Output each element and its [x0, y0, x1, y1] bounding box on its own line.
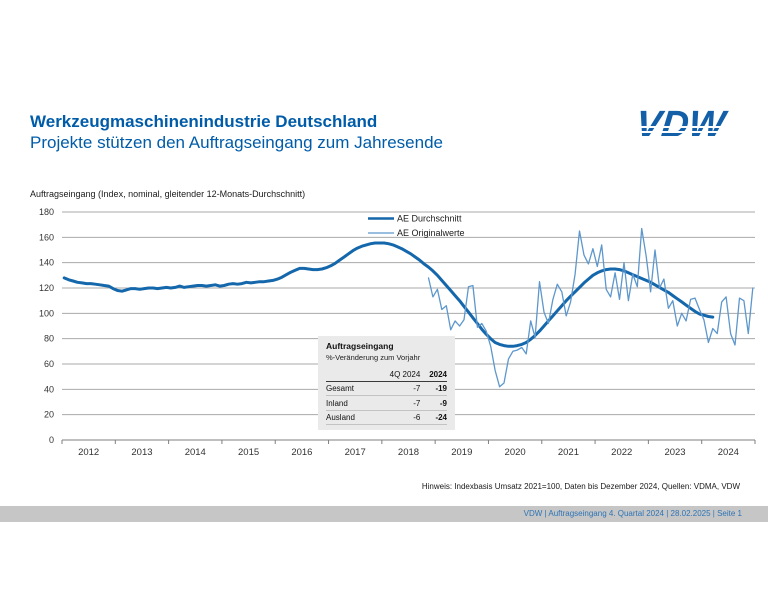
y-axis-label: 160	[39, 232, 54, 242]
y-axis-label: 60	[44, 359, 54, 369]
x-axis-label: 2014	[185, 447, 206, 458]
row-2024-value: -9	[420, 395, 447, 411]
x-axis-label: 2015	[238, 447, 259, 458]
row-2024-value: -19	[420, 381, 447, 396]
source-footnote: Hinweis: Indexbasis Umsatz 2021=100, Dat…	[421, 482, 740, 491]
y-axis-label: 80	[44, 334, 54, 344]
x-axis-label: 2013	[131, 447, 152, 458]
footer-text: VDW | Auftragseingang 4. Quartal 2024 | …	[523, 509, 742, 518]
row-2024-value: -24	[420, 410, 447, 425]
row-q4-value: -6	[374, 410, 421, 425]
table-header-q4: 4Q 2024	[374, 367, 421, 382]
x-axis-label: 2023	[664, 447, 685, 458]
page-title: Werkzeugmaschinenindustrie Deutschland	[30, 112, 378, 131]
x-axis-label: 2019	[451, 447, 472, 458]
row-label: Gesamt	[326, 381, 375, 396]
x-axis-label: 2012	[78, 447, 99, 458]
chart-axis-title: Auftragseingang (Index, nominal, gleiten…	[30, 189, 306, 199]
series-ae-durchschnitt	[62, 241, 715, 348]
y-axis-label: 100	[39, 308, 54, 318]
table-row: Inland -7 -9	[326, 395, 447, 411]
x-axis-label: 2017	[345, 447, 366, 458]
table-row: Gesamt -7 -19	[326, 381, 447, 396]
y-axis-label: 120	[39, 283, 54, 293]
legend-label: AE Durchschnitt	[397, 214, 462, 224]
row-label: Ausland	[326, 410, 375, 425]
data-table: Auftragseingang %-Veränderung zum Vorjah…	[318, 336, 455, 430]
x-axis-label: 2021	[558, 447, 579, 458]
y-axis-label: 40	[44, 384, 54, 394]
logo-stripe	[632, 126, 740, 129]
line-chart: 0 20 40 60 80 100 120 140 160 180 2012 2013 2014 2015…	[39, 207, 756, 458]
row-label: Inland	[326, 395, 375, 411]
y-axis-label: 20	[44, 410, 54, 420]
series-ae-originalwerte	[427, 227, 754, 388]
page-subtitle: Projekte stützen den Auftragseingang zum…	[30, 133, 443, 152]
x-axis-label: 2020	[505, 447, 526, 458]
table-row: Ausland -6 -24	[326, 410, 447, 425]
title-block: Werkzeugmaschinenindustrie Deutschland P…	[30, 112, 443, 153]
table-subtitle: %-Veränderung zum Vorjahr	[326, 353, 421, 362]
table-title: Auftragseingang	[326, 341, 394, 351]
table-header-empty	[326, 367, 375, 382]
footer-bar: VDW | Auftragseingang 4. Quartal 2024 | …	[0, 506, 768, 522]
x-axis-label: 2024	[718, 447, 739, 458]
x-axis-label: 2016	[291, 447, 312, 458]
table-header-2024: 2024	[420, 367, 447, 382]
logo-stripe	[632, 131, 740, 134]
table-header-row: 4Q 2024 2024	[326, 367, 447, 382]
row-q4-value: -7	[374, 395, 421, 411]
y-axis-label: 0	[49, 435, 54, 445]
y-axis-label: 140	[39, 258, 54, 268]
legend-label: AE Originalwerte	[397, 228, 465, 238]
y-axis-label: 180	[39, 207, 54, 217]
x-axis-label: 2022	[611, 447, 632, 458]
logo-stripe	[632, 136, 740, 139]
vdw-logo: VDW	[632, 104, 740, 146]
x-axis-label: 2018	[398, 447, 419, 458]
row-q4-value: -7	[374, 381, 421, 396]
